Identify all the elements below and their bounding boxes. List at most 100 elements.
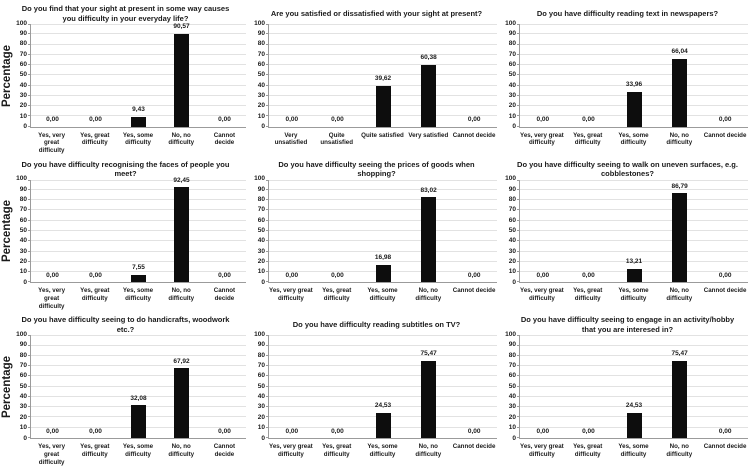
gridline [31,219,246,221]
chart-body: 0 10 20 30 40 50 60 70 80 90 100 0,00 0,00 13,21 86,79… [502,176,753,285]
x-tick-label: No, no difficulty [666,287,693,303]
y-tick-mark [28,33,30,35]
y-tick-label: 100 [16,330,27,338]
bar-value-label: 0,00 [536,116,550,124]
y-tick-label: 90 [19,341,27,349]
y-tick-mark [517,188,519,190]
y-tick-mark [266,260,268,262]
gridline [269,385,497,387]
gridline [269,375,497,377]
x-tick-label: Yes, great difficulty [573,443,603,458]
gridline [31,105,246,107]
gridline [31,365,246,367]
gridline [31,395,246,397]
x-tick-label: Yes, very great difficulty [269,443,313,458]
y-tick-label: 30 [19,403,27,411]
y-tick-label: 20 [257,413,265,421]
bar-value-label: 0,00 [89,271,102,279]
chart-body: Percentage 0 10 20 30 40 50 60 70 80 90 100 0,00 0,00… [0,330,251,441]
y-tick-mark [28,354,30,356]
x-tick-label: Cannot decide [213,131,236,147]
bar-value-label: 33,96 [625,81,643,89]
gridline [520,344,748,346]
x-axis: Yes, very great difficulty Yes, great dif… [251,283,502,311]
y-tick-label: 40 [508,393,516,401]
y-tick-mark [517,354,519,356]
bar-value-label: 0,00 [285,116,299,124]
x-tick-label: Quite satisfied [361,131,404,139]
gridline [269,74,497,76]
y-tick-mark [28,375,30,377]
y-tick-label: 90 [257,185,265,193]
y-tick-mark [28,395,30,397]
y-tick-label: 50 [19,227,27,234]
bar-value-label: 0,00 [582,427,595,435]
bar-value-label: 0,00 [46,427,59,435]
chart-panel: Do you have difficulty reading text in n… [502,0,753,156]
y-tick-mark [28,271,30,273]
y-tick-mark [28,199,30,201]
y-tick-label: 80 [19,351,27,359]
y-tick-label: 100 [16,175,27,183]
gridline [269,53,497,55]
gridline [269,199,497,201]
chart-title: Are you satisfied or dissatisfied with y… [270,8,483,18]
y-tick-label: 50 [257,382,265,390]
y-tick-label: 80 [508,351,516,359]
y-tick-mark [517,260,519,262]
y-tick-label: 100 [254,330,265,338]
x-tick-label: Yes, very great difficulty [520,287,564,303]
y-tick-label: 80 [19,195,27,203]
gridline [520,24,748,25]
y-tick-mark [28,43,30,45]
gridline [31,179,246,181]
bar-value-label: 0,00 [582,271,595,279]
bar [131,116,146,127]
chart-body: 0 10 20 30 40 50 60 70 80 90 100 0,00 0,00 39,62 60,38… [251,20,502,130]
y-tick-mark [517,230,519,231]
x-tick-label: No, no difficulty [666,131,693,147]
y-tick-label: 70 [19,361,27,369]
bar-value-label: 0,00 [218,427,231,435]
x-tick-label: Cannot decide [703,131,747,139]
y-tick-mark [517,365,519,367]
y-tick-label: 40 [257,237,265,245]
y-tick-label: 50 [508,382,516,390]
y-tick-mark [517,406,519,408]
y-tick-label: 90 [257,29,265,37]
bar-value-label: 0,00 [536,427,550,435]
y-tick-mark [28,437,30,438]
gridline [31,335,246,337]
bar-value-label: 0,00 [718,271,732,279]
y-tick-mark [517,43,519,45]
x-tick-label: Cannot decide [213,287,236,303]
y-tick-label: 50 [19,382,27,390]
y-tick-mark [517,24,519,25]
y-tick-label: 70 [19,50,27,58]
y-tick-label: 60 [508,216,516,224]
y-tick-mark [266,64,268,66]
gridline [269,395,497,397]
y-tick-label: 60 [508,372,516,380]
y-tick-mark [266,250,268,252]
bar-value-label: 0,00 [46,116,59,124]
gridline [269,260,497,262]
y-tick-label: 70 [257,50,265,58]
y-tick-label: 70 [19,206,27,214]
x-tick-label: Yes, very great difficulty [38,131,66,155]
x-tick-label: Yes, some difficulty [122,287,154,303]
bar [375,412,391,438]
chart-body: 0 10 20 30 40 50 60 70 80 90 100 0,00 0,00 24,53 75,47… [251,330,502,441]
x-axis-spacer [0,287,30,311]
gridline [31,344,246,346]
gridline [520,365,748,367]
y-tick-label: 90 [508,185,516,193]
y-tick-mark [266,335,268,337]
gridline [269,24,497,25]
bar [174,368,189,438]
y-tick-label: 60 [19,216,27,224]
x-tick-label: Yes, some difficulty [367,287,398,303]
y-tick-mark [28,188,30,190]
y-tick-mark [517,74,519,76]
x-tick-label: Yes, some difficulty [367,443,398,458]
